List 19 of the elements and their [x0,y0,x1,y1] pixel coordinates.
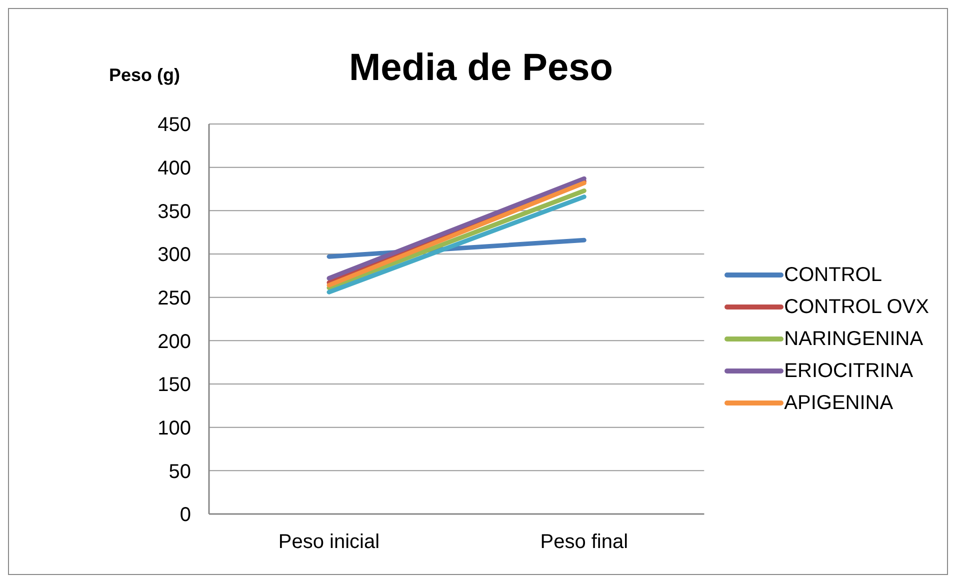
chart-title: Media de Peso [349,47,613,90]
legend-label: CONTROL [784,264,882,286]
legend-label: ERIOCITRINA [784,360,914,382]
y-tick-label: 400 [158,157,191,180]
y-tick-label: 0 [180,504,191,526]
legend-label: NARINGENINA [784,328,924,350]
x-tick-label: Peso final [540,531,628,554]
y-tick-label: 200 [158,330,191,353]
y-tick-label: 450 [158,114,191,136]
y-tick-label: 300 [158,244,191,266]
x-tick-label: Peso inicial [278,531,380,554]
y-tick-label: 250 [158,287,191,310]
y-tick-label: 50 [168,460,191,483]
y-tick-label: 100 [158,417,191,440]
legend-label: CONTROL OVX [784,296,929,318]
y-tick-label: 150 [158,374,191,396]
y-axis-title: Peso (g) [109,65,180,86]
legend-label: APIGENINA [784,392,894,414]
y-tick-label: 350 [158,200,191,223]
